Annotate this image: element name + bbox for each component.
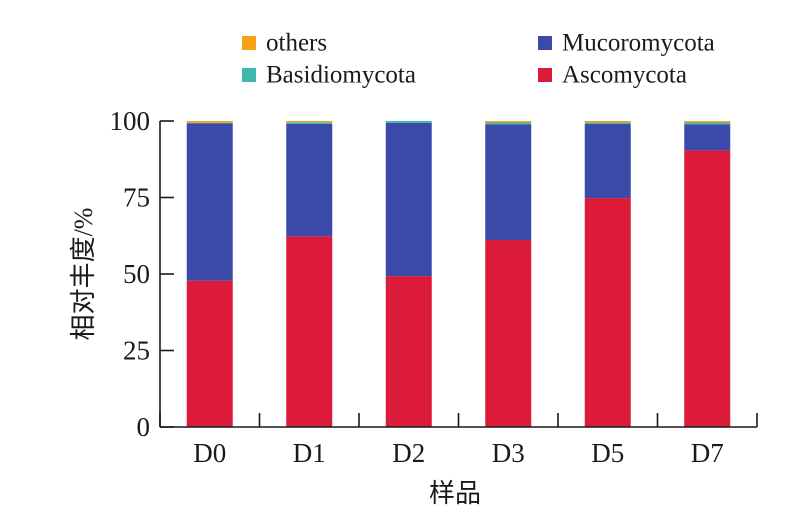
bar-stack-d2 <box>385 121 432 427</box>
bar-segment-mucoromycota-d3 <box>485 124 532 241</box>
x-tick-label: D5 <box>591 438 624 468</box>
legend: others Mucoromycota Basidiomycota Ascomycot… <box>242 30 715 89</box>
bar-segment-basidiomycota-d7 <box>684 122 731 125</box>
bars <box>186 121 731 427</box>
y-ticks: 0 25 50 75 100 <box>110 106 174 442</box>
bar-segment-mucoromycota-d1 <box>286 123 333 237</box>
y-tick-label: 50 <box>123 259 150 289</box>
legend-item-others: others <box>242 30 327 57</box>
bar-segment-others-d1 <box>286 121 333 123</box>
bar-stack-d7 <box>684 121 731 427</box>
bar-segment-mucoromycota-d0 <box>186 123 233 281</box>
bar-segment-ascomycota-d0 <box>186 280 233 427</box>
bar-segment-others-d5 <box>584 121 631 123</box>
bar-segment-basidiomycota-d5 <box>584 122 631 124</box>
bar-segment-others-d7 <box>684 121 731 123</box>
legend-item-mucoromycota: Mucoromycota <box>538 30 715 57</box>
legend-label: Basidiomycota <box>266 62 416 89</box>
bar-segment-basidiomycota-d0 <box>186 122 233 124</box>
legend-swatch <box>242 68 256 82</box>
legend-swatch <box>538 36 552 50</box>
bar-segment-ascomycota-d1 <box>286 236 333 427</box>
legend-label: Mucoromycota <box>562 30 715 57</box>
bar-stack-d0 <box>186 121 233 427</box>
y-tick-label: 25 <box>123 336 150 366</box>
x-tick-label: D2 <box>392 438 425 468</box>
x-ticks: D0 D1 D2 D3 D5 D7 <box>159 413 758 468</box>
bar-segment-others-d0 <box>186 121 233 123</box>
bar-segment-mucoromycota-d2 <box>385 122 432 277</box>
axes <box>159 121 757 428</box>
x-tick-label: D1 <box>293 438 326 468</box>
legend-label: others <box>266 30 327 57</box>
legend-swatch <box>242 36 256 50</box>
bar-segment-basidiomycota-d1 <box>286 122 333 124</box>
y-tick-label: 75 <box>123 183 150 213</box>
bar-stack-d3 <box>485 121 532 427</box>
bar-stack-d5 <box>584 121 631 427</box>
x-axis-title: 样品 <box>429 479 481 508</box>
bar-segment-mucoromycota-d5 <box>584 123 631 199</box>
legend-label: Ascomycota <box>562 62 687 89</box>
y-tick-label: 100 <box>110 106 151 136</box>
legend-item-ascomycota: Ascomycota <box>538 62 687 89</box>
bar-segment-ascomycota-d2 <box>385 276 432 427</box>
x-tick-label: D3 <box>492 438 525 468</box>
bar-segment-ascomycota-d3 <box>485 240 532 427</box>
bar-segment-basidiomycota-d2 <box>385 121 432 123</box>
y-tick-label: 0 <box>137 412 151 442</box>
bar-segment-others-d3 <box>485 121 532 123</box>
legend-item-basidiomycota: Basidiomycota <box>242 62 416 89</box>
bar-segment-mucoromycota-d7 <box>684 124 731 151</box>
bar-segment-ascomycota-d7 <box>684 150 731 427</box>
x-tick-label: D0 <box>193 438 226 468</box>
x-tick-label: D7 <box>691 438 724 468</box>
bar-segment-basidiomycota-d3 <box>485 122 532 125</box>
bar-segment-ascomycota-d5 <box>584 198 631 427</box>
bar-stack-d1 <box>286 121 333 427</box>
y-axis-title: 相对丰度/% <box>69 208 98 341</box>
legend-swatch <box>538 68 552 82</box>
